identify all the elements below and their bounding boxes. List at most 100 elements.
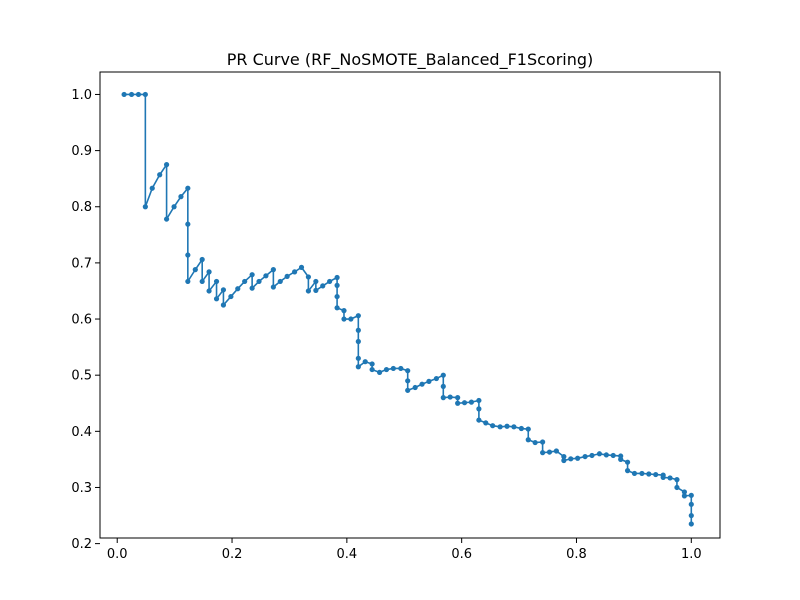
x-tick-label: 0.4 (337, 547, 358, 562)
pr-point (249, 272, 255, 278)
pr-point (327, 278, 333, 285)
pr-point (405, 368, 411, 374)
pr-point (561, 453, 567, 460)
y-tick-label: 0.5 (71, 369, 92, 384)
pr-point (504, 423, 510, 429)
pr-point (433, 375, 440, 382)
pr-curve-markers (121, 91, 694, 527)
pr-point (681, 489, 688, 495)
pr-point (419, 381, 425, 387)
pr-point (341, 316, 347, 322)
pr-point (405, 387, 411, 393)
pr-point (476, 406, 482, 412)
y-tick-label: 0.4 (71, 425, 92, 440)
y-tick-label: 0.9 (71, 144, 92, 159)
pr-point (355, 327, 361, 333)
pr-point (199, 256, 205, 263)
pr-point (688, 492, 694, 498)
pr-point (525, 426, 531, 432)
pr-point (185, 278, 191, 285)
x-tick-label: 0.2 (222, 547, 243, 562)
pr-point (653, 471, 659, 478)
pr-point (631, 470, 638, 477)
pr-point (334, 305, 340, 311)
pr-point (142, 204, 148, 210)
pr-point (185, 185, 191, 191)
pr-point (383, 366, 390, 373)
pr-point (553, 448, 559, 454)
x-tick-label: 0.6 (451, 547, 472, 562)
pr-point (135, 91, 142, 98)
pr-point (568, 456, 574, 462)
pr-point (256, 278, 262, 285)
pr-point (688, 501, 694, 507)
pr-point (624, 459, 631, 465)
y-tick-label: 0.3 (71, 481, 92, 496)
pr-point (249, 285, 255, 291)
pr-point (355, 355, 361, 361)
pr-point (355, 313, 361, 319)
pr-point (497, 424, 503, 430)
pr-point (674, 477, 680, 483)
pr-point (334, 274, 340, 281)
pr-point (674, 484, 680, 491)
pr-point (639, 470, 645, 477)
pr-point (681, 493, 688, 499)
x-tick-label: 0.8 (566, 547, 587, 562)
chart-title: PR Curve (RF_NoSMOTE_Balanced_F1Scoring) (227, 50, 594, 70)
pr-point (192, 267, 198, 273)
pr-point (313, 278, 319, 285)
pr-point (525, 437, 531, 443)
pr-point (149, 185, 155, 191)
pr-point (582, 453, 588, 460)
pr-point (440, 395, 446, 401)
pr-point (405, 378, 411, 384)
pr-point (213, 296, 220, 302)
pr-point (185, 221, 191, 227)
pr-point (618, 456, 624, 462)
pr-point (455, 395, 461, 401)
pr-point (447, 394, 453, 400)
pr-point (376, 369, 383, 375)
pr-point (305, 288, 311, 294)
pr-point (157, 172, 163, 178)
pr-point (142, 91, 148, 98)
pr-point (540, 450, 546, 456)
pr-point (518, 425, 524, 432)
pr-point (610, 452, 616, 459)
pr-point (575, 455, 581, 461)
pr-point (348, 316, 354, 322)
pr-point (128, 91, 135, 98)
pr-point (355, 338, 361, 345)
pr-point (369, 366, 375, 373)
pr-point (228, 293, 234, 300)
pr-point (624, 468, 631, 474)
pr-point (440, 372, 446, 378)
pr-point (476, 417, 482, 423)
pr-point (688, 512, 694, 519)
pr-point (220, 287, 227, 293)
pr-point (490, 423, 496, 429)
x-tick-label: 0.0 (107, 547, 128, 562)
pr-point (660, 474, 666, 480)
pr-point (178, 194, 184, 200)
pr-point (426, 378, 432, 384)
y-axis-ticks: 0.2 0.3 0.4 0.5 0.6 0.7 0.8 0.9 1.0 (71, 88, 100, 552)
pr-point (390, 365, 396, 372)
pr-point (511, 424, 517, 430)
pr-point (667, 475, 673, 481)
pr-point (163, 216, 170, 222)
pr-point (532, 439, 538, 446)
pr-point (412, 384, 418, 391)
pr-point (305, 274, 311, 280)
x-tick-label: 1.0 (681, 547, 702, 562)
pr-point (440, 383, 446, 390)
pr-point (362, 359, 368, 365)
plot-frame (99, 71, 721, 539)
y-tick-label: 0.2 (71, 537, 92, 552)
pr-point (603, 452, 609, 458)
pr-point (468, 399, 475, 405)
pr-point (398, 365, 404, 372)
pr-point (206, 269, 212, 275)
pr-point (369, 361, 375, 367)
